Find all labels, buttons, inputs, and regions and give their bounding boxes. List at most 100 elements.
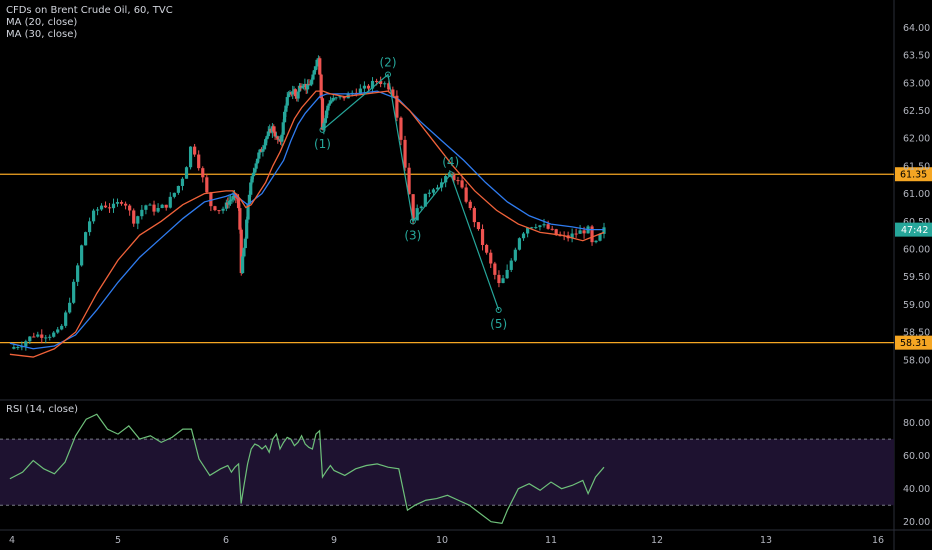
candle-body [399, 117, 403, 140]
candle-body [80, 245, 84, 266]
candle-body [558, 235, 562, 237]
candle-body [48, 336, 52, 338]
candle-body [60, 325, 64, 330]
candle-body [395, 95, 399, 118]
candle-body [334, 97, 338, 99]
candle-body [103, 205, 108, 208]
candle-body [472, 208, 476, 223]
level-price-tag [895, 167, 932, 182]
candle-body [261, 148, 265, 152]
candle-body [312, 70, 316, 75]
candle-body [164, 204, 168, 208]
candle-body [542, 224, 546, 226]
candle-body [209, 192, 213, 207]
candle-body [379, 81, 383, 84]
price-tick-label: 63.00 [903, 78, 930, 89]
candle-body [266, 131, 270, 137]
candle-body [383, 83, 387, 85]
candle-body [366, 85, 371, 89]
time-tick-label: 13 [760, 535, 772, 546]
horizontal-levels[interactable]: 61.35 58.31 [0, 167, 932, 350]
candle-body [285, 97, 289, 106]
candle-body [28, 336, 32, 342]
candle-body [296, 91, 300, 99]
time-tick-label: 4 [9, 535, 15, 546]
symbol-legend[interactable]: CFDs on Brent Crude Oil, 60, TVC [6, 5, 173, 16]
candle-body [236, 198, 241, 209]
ma20-legend[interactable]: MA (20, close) [6, 17, 78, 28]
candle-body [415, 208, 419, 221]
candle-body [493, 263, 497, 275]
candle-body [64, 312, 68, 326]
candle-body [513, 249, 517, 261]
candle-body [311, 74, 315, 80]
rsi-legend[interactable]: RSI (14, close) [6, 404, 79, 415]
candle-body [148, 204, 152, 206]
candle-body [323, 118, 327, 124]
candle-body [501, 278, 505, 284]
price-tick-label: 60.00 [903, 245, 930, 256]
candle-body [291, 91, 295, 95]
candle-body [427, 192, 431, 194]
candle-body [264, 139, 268, 146]
candle-body [254, 163, 258, 169]
price-tick-label: 59.50 [903, 272, 930, 283]
candle-body [272, 126, 276, 132]
candle-body [476, 222, 481, 230]
candle-body [530, 227, 534, 229]
candle-body [578, 230, 582, 234]
candle-body [570, 233, 574, 239]
candle-body [331, 97, 335, 101]
candle-body [330, 100, 334, 102]
candle-body [235, 197, 239, 199]
candle-body [342, 96, 346, 99]
candle-body [249, 182, 253, 195]
price-tick-label: 64.00 [903, 23, 930, 34]
candle-body [107, 207, 112, 209]
candle-body [435, 187, 440, 190]
candle-body [239, 229, 243, 274]
time-tick-label: 11 [545, 535, 557, 546]
candle-body [281, 122, 285, 135]
candle-body [180, 178, 185, 186]
candle-body [242, 248, 246, 257]
candle-body [391, 89, 395, 96]
moving-average-series [9, 90, 605, 358]
candle-body [76, 265, 80, 282]
candle-body [319, 74, 323, 99]
candle-body [590, 226, 594, 243]
price-tick-label: 61.50 [903, 161, 930, 172]
candle-body [538, 225, 542, 228]
candle-body [546, 224, 550, 229]
time-tick-label: 9 [331, 535, 337, 546]
candle-body [582, 230, 586, 234]
candle-body [338, 96, 342, 98]
price-tick-label: 60.50 [903, 217, 930, 228]
candle-body [308, 84, 312, 86]
candle-body [144, 205, 148, 210]
rsi-line [9, 413, 605, 525]
price-tick-label: 58.50 [903, 328, 930, 339]
candle-body [485, 244, 489, 253]
candle-body [40, 334, 44, 338]
candle-body [245, 219, 249, 239]
candle-body [230, 199, 234, 201]
candle-body [521, 233, 526, 239]
candle-body [387, 83, 391, 90]
candle-body [468, 201, 472, 209]
candle-body [452, 174, 456, 181]
candle-body [374, 80, 379, 82]
candle-body [68, 302, 72, 313]
ma30-legend[interactable]: MA (30, close) [6, 29, 78, 40]
candle-body [24, 341, 28, 347]
rsi-tick-label: 40.00 [903, 484, 930, 495]
candle-body [299, 85, 303, 89]
candle-body [300, 87, 304, 89]
level-price-tag [895, 335, 932, 350]
price-tick-label: 63.50 [903, 51, 930, 62]
candle-body [444, 176, 448, 183]
candle-body [284, 105, 288, 112]
rsi-tick-label: 20.00 [903, 517, 930, 528]
candle-body [464, 187, 468, 202]
